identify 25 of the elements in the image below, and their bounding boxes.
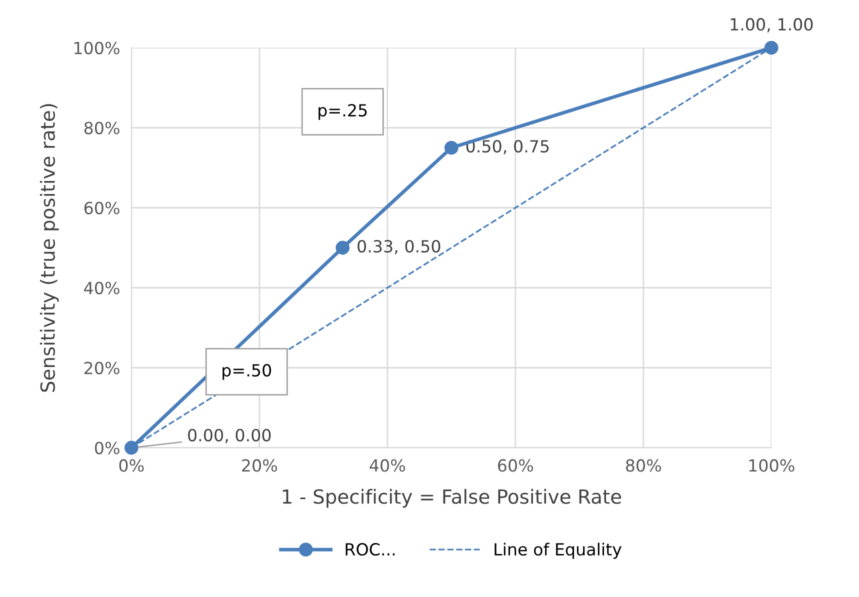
data-label: 0.33, 0.50 <box>358 240 440 254</box>
y-tick-label: 80% <box>84 122 120 134</box>
point <box>336 240 350 255</box>
x-tick-label: 60% <box>498 459 533 472</box>
y-tick-label: 60% <box>84 202 120 214</box>
annotation: p=.50 <box>222 364 272 380</box>
legend-label: ROC... <box>346 543 395 556</box>
x-tick-label: 40% <box>370 459 406 472</box>
x-tick-label: 0% <box>119 459 144 472</box>
x-axis-title: 1 - Specificity = False Positive Rate <box>282 488 622 508</box>
x-tick-label: 80% <box>626 459 661 472</box>
annotation: p=.25 <box>318 104 367 120</box>
data-label: 1.00, 1.00 <box>730 18 813 32</box>
data-label: 0.00, 0.00 <box>188 428 271 444</box>
y-axis-title: Sensitivity (true positive rate) <box>40 104 59 392</box>
point <box>124 440 138 455</box>
y-tick-label: 100% <box>74 42 120 54</box>
y-tick-label: 40% <box>84 282 120 294</box>
y-tick-label: 0% <box>94 442 120 454</box>
y-tick-label: 20% <box>84 362 120 374</box>
point <box>444 140 458 155</box>
point <box>764 40 778 55</box>
x-tick-label: 100% <box>749 459 794 472</box>
legend-label: Line of Equality <box>494 542 622 559</box>
x-tick-label: 20% <box>242 459 278 472</box>
